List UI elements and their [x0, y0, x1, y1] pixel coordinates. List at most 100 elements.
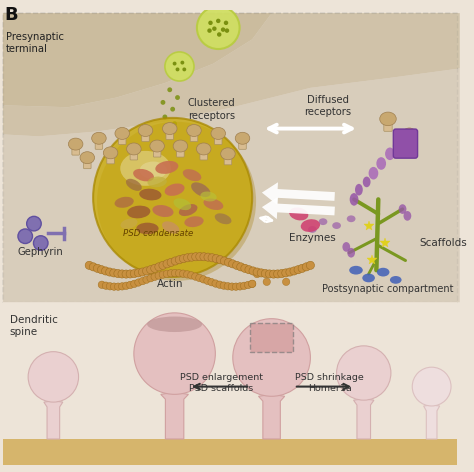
- Circle shape: [273, 270, 282, 278]
- FancyBboxPatch shape: [177, 146, 184, 157]
- Circle shape: [237, 283, 244, 290]
- FancyBboxPatch shape: [393, 129, 418, 158]
- Ellipse shape: [319, 218, 328, 225]
- Ellipse shape: [350, 193, 358, 206]
- Circle shape: [163, 115, 167, 119]
- Circle shape: [34, 236, 48, 250]
- Circle shape: [208, 21, 213, 25]
- FancyBboxPatch shape: [107, 153, 114, 164]
- FancyBboxPatch shape: [239, 138, 246, 149]
- Circle shape: [191, 273, 199, 280]
- Ellipse shape: [203, 198, 223, 210]
- Circle shape: [114, 283, 122, 290]
- Circle shape: [278, 270, 286, 278]
- Circle shape: [212, 280, 219, 287]
- Circle shape: [134, 269, 143, 277]
- Ellipse shape: [155, 161, 178, 174]
- Ellipse shape: [308, 226, 317, 233]
- Circle shape: [139, 278, 146, 285]
- Ellipse shape: [91, 132, 106, 144]
- Circle shape: [159, 261, 167, 270]
- Circle shape: [220, 257, 228, 265]
- Ellipse shape: [289, 207, 308, 220]
- Circle shape: [179, 254, 188, 263]
- Ellipse shape: [332, 222, 341, 229]
- Ellipse shape: [120, 219, 137, 229]
- Circle shape: [110, 269, 118, 277]
- Circle shape: [98, 281, 106, 288]
- Circle shape: [175, 256, 183, 264]
- Ellipse shape: [162, 221, 179, 234]
- Text: Clustered
receptors: Clustered receptors: [188, 99, 235, 121]
- Ellipse shape: [362, 274, 375, 282]
- Polygon shape: [262, 197, 335, 219]
- FancyBboxPatch shape: [72, 144, 80, 155]
- Ellipse shape: [376, 157, 386, 170]
- Circle shape: [286, 268, 294, 276]
- Circle shape: [217, 32, 221, 37]
- Polygon shape: [262, 182, 335, 204]
- Text: Scaffolds: Scaffolds: [419, 238, 467, 248]
- Circle shape: [123, 282, 130, 289]
- Circle shape: [269, 270, 278, 278]
- Circle shape: [196, 253, 204, 261]
- Circle shape: [208, 278, 215, 286]
- FancyBboxPatch shape: [250, 322, 293, 352]
- FancyBboxPatch shape: [130, 149, 137, 160]
- Text: PSD shrinkage: PSD shrinkage: [295, 373, 364, 382]
- Circle shape: [224, 283, 231, 290]
- Text: Homer1a: Homer1a: [308, 384, 352, 394]
- Circle shape: [155, 272, 163, 279]
- Polygon shape: [354, 399, 374, 439]
- Circle shape: [114, 270, 122, 278]
- Circle shape: [175, 95, 180, 100]
- Ellipse shape: [191, 182, 210, 197]
- Polygon shape: [258, 394, 285, 439]
- Circle shape: [290, 267, 298, 275]
- Circle shape: [254, 270, 261, 278]
- Circle shape: [89, 263, 98, 271]
- Circle shape: [93, 118, 252, 277]
- Circle shape: [207, 28, 212, 33]
- Text: PSD condensate: PSD condensate: [123, 229, 193, 238]
- Ellipse shape: [385, 147, 395, 160]
- Circle shape: [188, 272, 195, 279]
- Circle shape: [181, 61, 184, 65]
- Circle shape: [155, 263, 163, 271]
- Ellipse shape: [153, 205, 173, 217]
- Circle shape: [146, 266, 155, 274]
- FancyBboxPatch shape: [214, 134, 222, 144]
- Ellipse shape: [211, 127, 226, 139]
- FancyBboxPatch shape: [384, 119, 392, 131]
- Ellipse shape: [164, 184, 184, 196]
- Circle shape: [282, 269, 290, 277]
- Circle shape: [167, 270, 174, 277]
- Bar: [3, 439, 457, 465]
- Circle shape: [261, 270, 269, 278]
- Circle shape: [248, 280, 256, 287]
- Circle shape: [135, 279, 142, 286]
- Circle shape: [337, 346, 391, 400]
- Ellipse shape: [403, 211, 411, 221]
- FancyBboxPatch shape: [83, 158, 91, 169]
- Circle shape: [134, 313, 215, 394]
- Circle shape: [221, 27, 225, 32]
- Bar: [3, 302, 457, 465]
- Circle shape: [233, 319, 310, 396]
- Ellipse shape: [140, 161, 167, 179]
- Circle shape: [138, 268, 146, 276]
- Circle shape: [212, 254, 220, 263]
- Circle shape: [191, 253, 200, 261]
- Circle shape: [225, 28, 229, 33]
- Ellipse shape: [355, 184, 363, 195]
- Circle shape: [151, 264, 159, 272]
- Ellipse shape: [342, 242, 350, 252]
- Circle shape: [172, 121, 177, 126]
- FancyBboxPatch shape: [200, 149, 208, 160]
- Circle shape: [180, 270, 187, 278]
- Polygon shape: [3, 13, 272, 107]
- Circle shape: [257, 269, 265, 277]
- Text: PSD enlargement: PSD enlargement: [180, 373, 263, 382]
- Ellipse shape: [137, 223, 159, 234]
- Ellipse shape: [347, 248, 355, 258]
